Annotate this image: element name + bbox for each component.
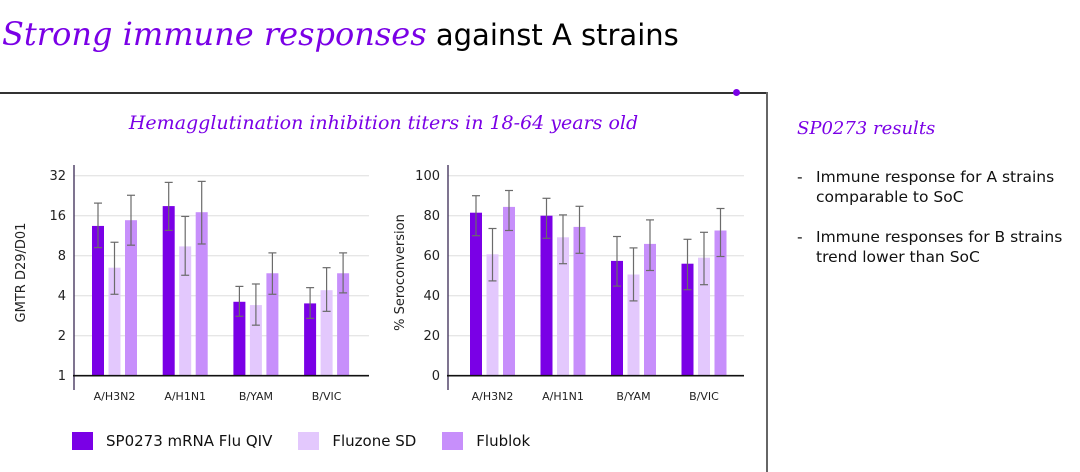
results-title: SP0273 results [797, 118, 936, 139]
bullet-text: Immune response for A strains comparable… [816, 168, 1055, 206]
x-category-label: B/YAM [616, 390, 650, 403]
legend-label: SP0273 mRNA Flu QIV [106, 432, 273, 450]
bar [540, 215, 553, 376]
x-category-label: B/YAM [239, 390, 273, 403]
y-tick-label: 8 [58, 249, 66, 264]
slide-title-emphasis: Strong immune responses [2, 15, 427, 53]
x-category-label: A/H3N2 [472, 390, 514, 403]
y-tick-label: 0 [432, 369, 440, 384]
y-tick-label: 80 [423, 209, 440, 224]
y-axis-label: % Seroconversion [393, 214, 408, 331]
results-bullet: - Immune responses for B strains trend l… [797, 227, 1080, 267]
gmtr-chart: 1 2 4 8 16 32 GMTR D29/D01 A/H3N2 A/H1N1 B/YAM B/V… [14, 165, 369, 403]
chart-title: Hemagglutination inhibition titers in 18… [128, 112, 639, 134]
x-category-label: A/H1N1 [164, 390, 206, 403]
legend-label: Fluzone SD [332, 432, 417, 450]
x-category-label: A/H1N1 [542, 390, 584, 403]
bar [627, 274, 640, 376]
bar [337, 273, 350, 376]
bar [714, 230, 727, 376]
y-tick-label: 20 [423, 329, 440, 344]
bar [266, 273, 279, 376]
bullet-text: Immune responses for B strains trend low… [816, 228, 1063, 266]
bar [698, 257, 710, 376]
y-tick-label: 1 [58, 369, 66, 384]
bar [249, 305, 262, 376]
legend-swatch [72, 432, 93, 450]
bar [92, 225, 104, 376]
legend-item-flublok: Flublok [442, 432, 530, 450]
slide-title-rest: against A strains [426, 18, 679, 52]
y-tick-label: 2 [58, 329, 66, 344]
bar [162, 206, 175, 376]
x-category-label: A/H3N2 [94, 390, 136, 403]
legend-item-fluzone: Fluzone SD [298, 432, 416, 450]
legend-item-sp0273: SP0273 mRNA Flu QIV [72, 432, 272, 450]
legend-swatch [298, 432, 320, 450]
slide-title: Strong immune responses against A strain… [2, 12, 679, 57]
bar [470, 212, 482, 376]
bar [681, 263, 694, 376]
top-divider [0, 92, 767, 94]
bullet-dash: - [797, 168, 803, 186]
legend-label: Flublok [476, 432, 531, 450]
bar [195, 212, 208, 376]
bar [611, 260, 623, 376]
bar [179, 246, 192, 376]
y-tick-label: 100 [415, 169, 440, 184]
y-tick-label: 16 [49, 209, 66, 224]
seroconversion-chart: 0 20 40 60 80 100 % Seroconversion A/H3N2 A/H1N1… [393, 165, 744, 403]
bar [557, 237, 569, 376]
bar [125, 220, 137, 376]
results-panel: SP0273 results - Immune response for A s… [797, 118, 1080, 287]
y-tick-label: 60 [423, 249, 440, 264]
y-tick-label: 40 [423, 289, 440, 304]
x-category-label: B/VIC [689, 390, 719, 403]
bar [486, 254, 499, 376]
y-tick-label: 32 [49, 169, 66, 184]
bar [573, 226, 586, 376]
divider-dot [733, 89, 740, 96]
y-axis-label: GMTR D29/D01 [14, 223, 29, 323]
results-bullet: - Immune response for A strains comparab… [797, 167, 1080, 207]
panel-border [766, 92, 768, 472]
bar [304, 303, 317, 376]
legend-swatch [442, 432, 464, 450]
x-category-label: B/VIC [312, 390, 342, 403]
bar [233, 301, 246, 376]
bar [644, 243, 656, 376]
bullet-dash: - [797, 228, 803, 246]
legend: SP0273 mRNA Flu QIV Fluzone SD Flublok [72, 432, 556, 450]
y-tick-label: 4 [58, 289, 66, 304]
bar [503, 206, 515, 376]
